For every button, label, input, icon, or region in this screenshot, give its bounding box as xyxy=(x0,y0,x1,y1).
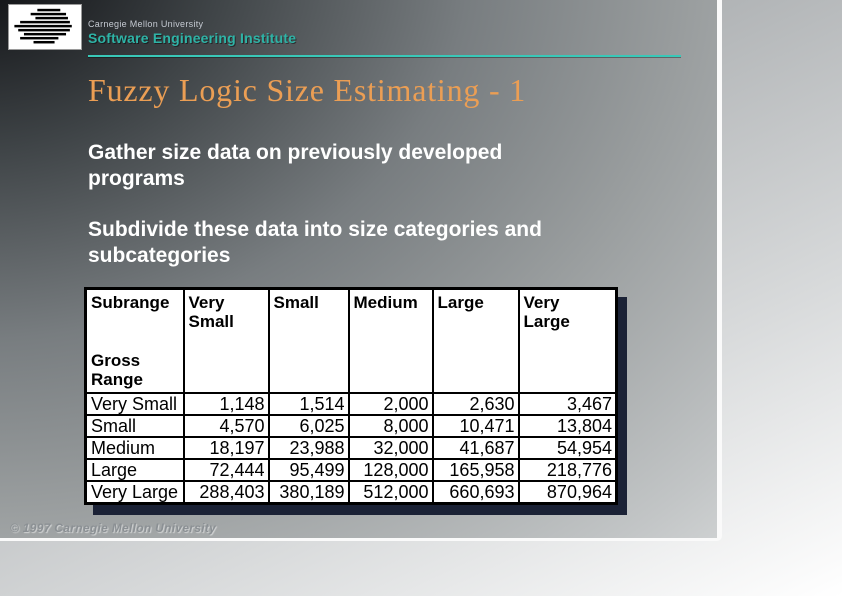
table-row-label: Very Large xyxy=(84,479,185,504)
table-cell: 23,988 xyxy=(267,435,350,460)
table-row-label: Small xyxy=(84,413,185,438)
table-cell: 2,630 xyxy=(431,391,520,416)
table-cell: 660,693 xyxy=(431,479,520,504)
table-row: Very Large 288,403 380,189 512,000 660,693 87… xyxy=(84,479,618,504)
copyright-label: © 1997 Carnegie Mellon University xyxy=(10,521,217,535)
table-corner-cell: Subrange Gross Range xyxy=(84,287,185,394)
table-cell: 13,804 xyxy=(517,413,618,438)
table-cell: 4,570 xyxy=(182,413,270,438)
table-row: Medium 18,197 23,988 32,000 41,687 54,954 xyxy=(84,435,618,460)
institute-label: Software Engineering Institute xyxy=(88,29,297,46)
table-row-header-label: Gross Range xyxy=(91,350,143,389)
table-cell: 512,000 xyxy=(347,479,434,504)
table-col-header: Small xyxy=(267,287,350,394)
slide-title: Fuzzy Logic Size Estimating - 1 xyxy=(88,72,527,108)
table-cell: 8,000 xyxy=(347,413,434,438)
table-row: Small 4,570 6,025 8,000 10,471 13,804 xyxy=(84,413,618,438)
cmu-sei-logo-icon xyxy=(8,4,82,50)
table-cell: 1,514 xyxy=(267,391,350,416)
table-row-label: Large xyxy=(84,457,185,482)
size-table: Subrange Gross Range Very Small Small Medium… xyxy=(84,287,618,505)
table-cell: 288,403 xyxy=(182,479,270,504)
table-cell: 32,000 xyxy=(347,435,434,460)
table-cell: 2,000 xyxy=(347,391,434,416)
table-cell: 165,958 xyxy=(431,457,520,482)
table-cell: 128,000 xyxy=(347,457,434,482)
table-col-header: Large xyxy=(431,287,520,394)
table-cell: 10,471 xyxy=(431,413,520,438)
table-row-label: Very Small xyxy=(84,391,185,416)
table-row-label: Medium xyxy=(84,435,185,460)
bullet-paragraph-2: Subdivide these data into size categorie… xyxy=(88,218,542,267)
table-cell: 54,954 xyxy=(517,435,618,460)
table-cell: 1,148 xyxy=(182,391,270,416)
table-col-header: Very Small xyxy=(182,287,270,394)
table-col-header: Very Large xyxy=(517,287,618,394)
table-row: Large 72,444 95,499 128,000 165,958 218,776 xyxy=(84,457,618,482)
bullet-paragraph-1: Gather size data on previously developed… xyxy=(88,141,503,190)
table-corner-label: Subrange xyxy=(91,293,170,312)
slide: Carnegie Mellon University Software Engi… xyxy=(0,0,722,541)
table-cell: 3,467 xyxy=(517,391,618,416)
table-header-row: Subrange Gross Range Very Small Small Medium… xyxy=(84,287,618,394)
table-cell: 95,499 xyxy=(267,457,350,482)
table-col-header: Medium xyxy=(347,287,434,394)
table-cell: 6,025 xyxy=(267,413,350,438)
table-cell: 72,444 xyxy=(182,457,270,482)
university-label: Carnegie Mellon University xyxy=(88,19,204,29)
table-cell: 18,197 xyxy=(182,435,270,460)
header-text-block: Carnegie Mellon University Software Engi… xyxy=(88,19,297,46)
table-cell: 41,687 xyxy=(431,435,520,460)
table-row: Very Small 1,148 1,514 2,000 2,630 3,467 xyxy=(84,391,618,416)
table-cell: 380,189 xyxy=(267,479,350,504)
header-divider-rule xyxy=(88,55,681,57)
table-cell: 870,964 xyxy=(517,479,618,504)
table-cell: 218,776 xyxy=(517,457,618,482)
logo-stripes-graphic xyxy=(14,8,72,44)
